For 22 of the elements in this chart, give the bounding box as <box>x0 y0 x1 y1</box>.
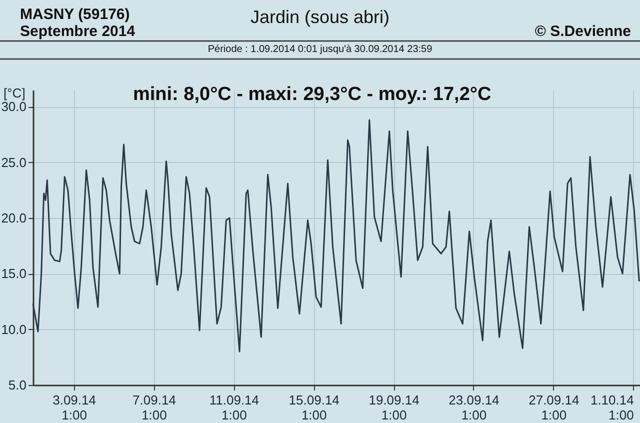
x-tick-label: 23.09.14 1:00 <box>448 392 500 422</box>
x-tick-label: 11.09.14 1:00 <box>209 392 259 422</box>
x-tick-label: 1.10.14 1:00 <box>590 392 634 422</box>
x-tick-label: 27.09.14 1:00 <box>528 392 580 422</box>
annotation: mini: 8,0°C - maxi: 29,3°C - moy.: 17,2°C <box>133 84 492 105</box>
y-axis-title: [°C] <box>4 86 26 100</box>
y-tick-label: 30.0 <box>1 99 26 114</box>
text: MASNY (59176) <box>20 6 130 23</box>
line-series <box>32 119 640 352</box>
x-tick-label: 3.09.14 1:00 <box>52 392 96 422</box>
chart-title: Jardin (sous abri) <box>250 7 390 27</box>
chart-subtitle: Période : 1.09.2014 0:01 jusqu'à 30.09.2014 23:59 <box>208 44 433 55</box>
y-tick-label: 15.0 <box>1 266 26 282</box>
y-tick-label: 25.0 <box>1 154 26 170</box>
x-tick-label: 7.09.14 1:00 <box>132 392 176 422</box>
x-tick-label: 19.09.14 1:00 <box>368 392 420 422</box>
y-tick-label: 10.0 <box>1 322 26 337</box>
y-tick-label: 20.0 <box>1 210 26 226</box>
text: © S.Devienne <box>534 23 631 40</box>
text: Septembre 2014 <box>20 23 136 40</box>
y-tick-label: 5.0 <box>8 378 26 392</box>
x-tick-label: 15.09.14 1:00 <box>288 392 340 422</box>
